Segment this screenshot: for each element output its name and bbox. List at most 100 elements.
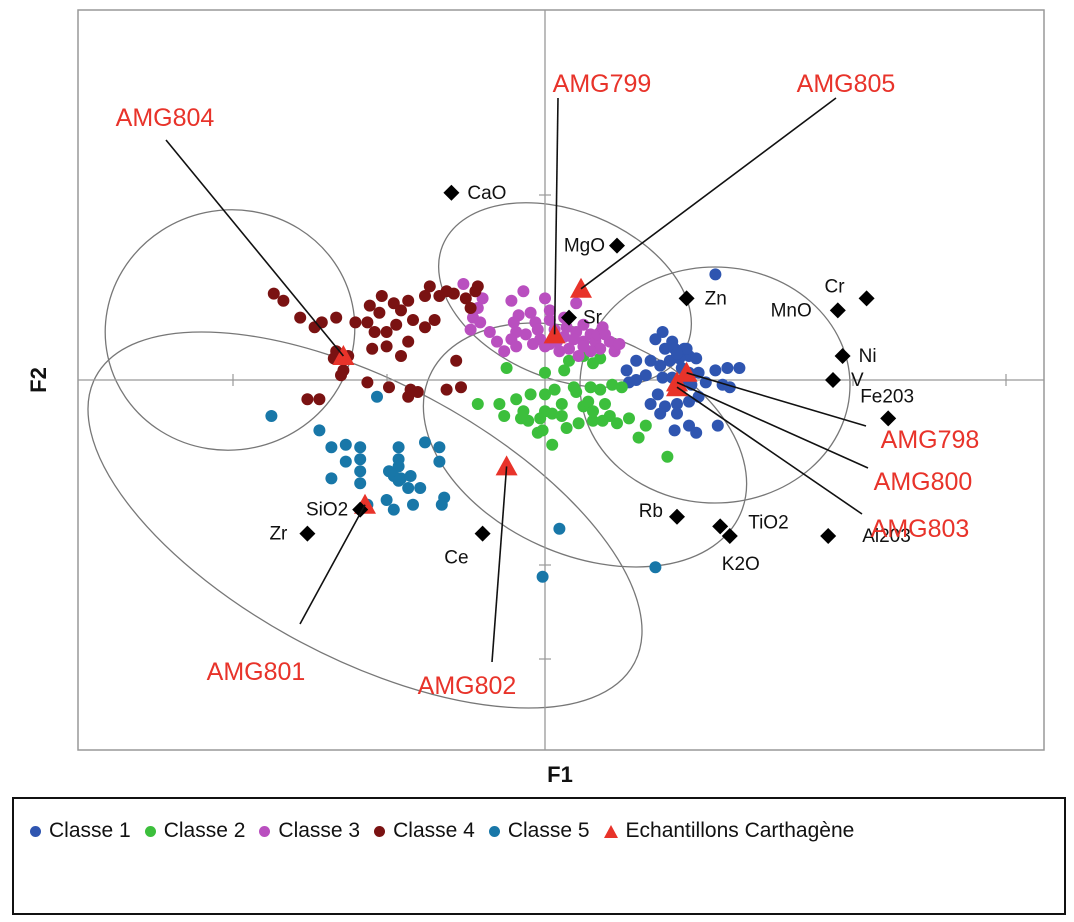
class-4-point bbox=[294, 311, 307, 324]
class-1-point bbox=[709, 364, 722, 377]
class-4-point bbox=[267, 287, 280, 300]
class-4-point bbox=[315, 316, 328, 329]
annotation-leader-line bbox=[491, 466, 508, 663]
class-1-point bbox=[630, 354, 643, 367]
class-5-point bbox=[402, 482, 415, 494]
class-2-point bbox=[536, 424, 549, 437]
legend-item: Echantillons Carthagène bbox=[603, 819, 855, 843]
legend-item: Classe 3 bbox=[259, 819, 360, 843]
class-4-point bbox=[455, 381, 467, 394]
class-4-point bbox=[361, 316, 374, 329]
class-5-point bbox=[553, 522, 566, 535]
class-3-point bbox=[543, 304, 556, 317]
class-1-point bbox=[709, 268, 722, 281]
class-3-point bbox=[510, 340, 523, 353]
class-3-point bbox=[474, 316, 487, 329]
x-axis-title: F1 bbox=[547, 762, 573, 787]
class-1-point bbox=[620, 364, 633, 377]
legend-row: Classe 1 Classe 2 Classe 3 Classe 4 Classe 5… bbox=[30, 819, 868, 843]
class-2-point bbox=[615, 381, 628, 394]
sample-triangle bbox=[570, 277, 592, 298]
class-ellipse-5 bbox=[87, 331, 643, 709]
variable-diamond bbox=[834, 348, 851, 364]
legend-item: Classe 4 bbox=[374, 819, 475, 843]
variable-diamond bbox=[678, 290, 695, 307]
class-4-point bbox=[373, 306, 386, 319]
annotation-leader-line bbox=[580, 97, 837, 290]
class-1-point bbox=[654, 359, 667, 372]
legend-item: Classe 2 bbox=[144, 819, 246, 843]
class-1-point bbox=[654, 407, 667, 420]
variable-diamond bbox=[721, 528, 738, 544]
legend-item: Classe 5 bbox=[488, 819, 590, 843]
annotation-leader-line bbox=[165, 139, 345, 357]
class-4-point bbox=[395, 350, 407, 362]
class-5-point bbox=[435, 498, 448, 511]
class-5-point bbox=[339, 438, 352, 451]
class-3-point bbox=[577, 340, 590, 353]
class-1-point bbox=[671, 407, 683, 420]
class-3-point bbox=[539, 292, 551, 305]
variable-label: Ce bbox=[444, 548, 468, 569]
legend-label: Classe 3 bbox=[278, 819, 361, 842]
class-2-point bbox=[567, 381, 580, 394]
class-3-point bbox=[543, 314, 556, 326]
class-4-point bbox=[363, 299, 376, 312]
class-5-point bbox=[387, 503, 400, 516]
legend-dot-marker bbox=[30, 825, 41, 837]
legend-label: Classe 2 bbox=[163, 819, 246, 842]
annotation-label: AMG802 bbox=[418, 672, 517, 700]
class-4-point bbox=[366, 342, 379, 355]
class-4-point bbox=[390, 318, 403, 331]
class-1-point bbox=[659, 342, 671, 355]
class-2-point bbox=[594, 383, 607, 396]
class-1-point bbox=[721, 362, 734, 374]
variable-diamond bbox=[669, 508, 685, 525]
class-5-point bbox=[419, 436, 431, 449]
sample-annotations: AMG804 AMG799 AMG805 AMG798 AMG800 AMG803 AMG8… bbox=[116, 70, 980, 700]
class-4-point bbox=[464, 302, 477, 314]
class-3-point bbox=[517, 285, 530, 298]
class-3-point bbox=[527, 338, 539, 350]
class-5-point bbox=[414, 482, 427, 494]
annotation-leader-line bbox=[553, 97, 559, 335]
class-2-point bbox=[611, 417, 623, 430]
class-2-point bbox=[539, 388, 551, 401]
class-3-point bbox=[553, 345, 566, 358]
variable-label: CaO bbox=[467, 183, 506, 204]
sample-triangle bbox=[495, 455, 518, 476]
annotation-label: AMG801 bbox=[207, 658, 306, 686]
class-4-point bbox=[330, 311, 343, 324]
class-2-point bbox=[560, 422, 573, 434]
class-4-point bbox=[459, 292, 472, 305]
legend: Classe 1 Classe 2 Classe 3 Classe 4 Classe 5… bbox=[12, 797, 1066, 915]
class-1-point bbox=[683, 395, 695, 408]
class-1-point bbox=[649, 333, 662, 346]
class-5-point bbox=[404, 470, 417, 482]
class-4-point bbox=[349, 316, 362, 329]
class-ellipse-3 bbox=[579, 266, 851, 504]
variable-diamond bbox=[825, 372, 841, 388]
class-2-point bbox=[471, 398, 484, 410]
annotation-label: AMG799 bbox=[553, 70, 652, 98]
class-2-point bbox=[587, 357, 599, 370]
class-3-point bbox=[491, 335, 503, 348]
class-5-point bbox=[433, 441, 446, 454]
legend-label: Echantillons Carthagène bbox=[625, 819, 855, 842]
class-4-point bbox=[407, 314, 419, 326]
class-3-point bbox=[524, 306, 537, 319]
class-2-point bbox=[515, 412, 527, 425]
variable-diamond bbox=[829, 302, 846, 319]
class-1-point bbox=[671, 398, 683, 410]
class-2-point bbox=[563, 354, 575, 367]
annotation-label: AMG805 bbox=[797, 70, 896, 98]
class-5-point bbox=[354, 453, 367, 466]
legend-triangle-marker bbox=[603, 824, 618, 838]
variable-label: Sr bbox=[583, 308, 603, 329]
variable-diamond bbox=[858, 290, 875, 307]
class-1-point bbox=[668, 424, 681, 437]
legend-dot-marker bbox=[374, 825, 386, 837]
legend-label: Classe 4 bbox=[393, 819, 475, 842]
variable-diamond bbox=[820, 528, 837, 544]
variable-diamond bbox=[712, 518, 729, 535]
